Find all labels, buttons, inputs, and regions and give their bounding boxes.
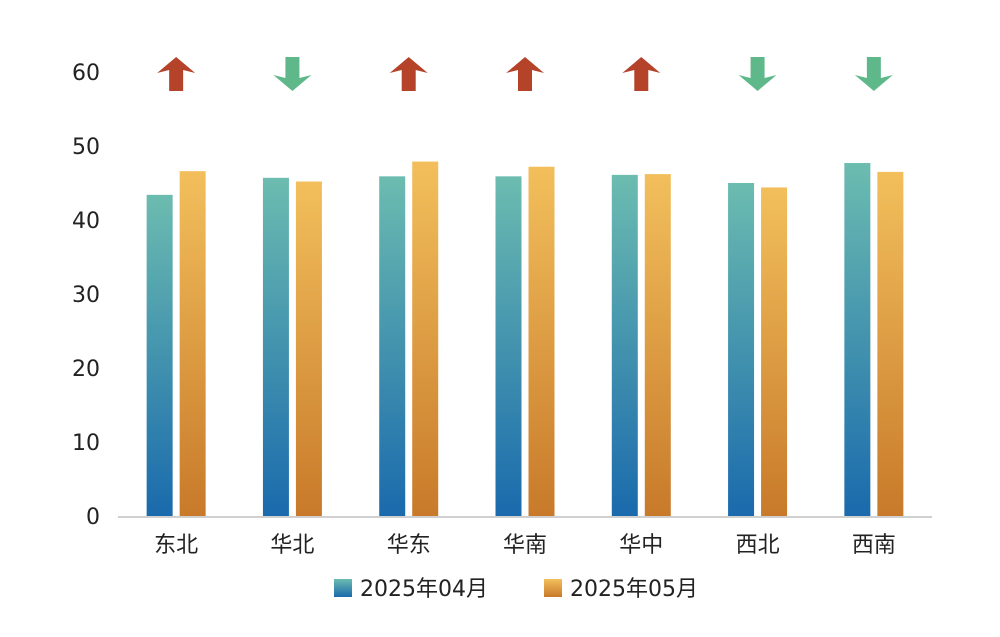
y-tick-label: 40 bbox=[72, 209, 100, 234]
bar-series-1 bbox=[379, 176, 406, 516]
x-category-label: 华东 bbox=[387, 533, 431, 558]
bars bbox=[146, 161, 904, 517]
bar-series-1 bbox=[728, 183, 755, 516]
x-axis-category-labels: 东北 华北 华东 华南 华中 西北 西南 bbox=[154, 533, 896, 558]
bar-series-2 bbox=[295, 181, 322, 516]
trend-up-arrow-icon bbox=[389, 57, 428, 91]
bar-series-2 bbox=[179, 171, 206, 516]
trend-up-arrow-icon bbox=[622, 57, 661, 91]
y-tick-label: 60 bbox=[72, 61, 100, 86]
x-category-label: 华南 bbox=[503, 533, 547, 558]
y-tick-label: 0 bbox=[86, 505, 100, 530]
legend-label-series-1: 2025年04月 bbox=[360, 577, 488, 602]
trend-up-arrow-icon bbox=[157, 57, 196, 91]
y-axis-tick-labels: 0 10 20 30 40 50 60 bbox=[72, 61, 100, 530]
bar-series-1 bbox=[844, 163, 871, 516]
bar-series-2 bbox=[644, 174, 671, 516]
legend-label-series-2: 2025年05月 bbox=[570, 577, 698, 602]
bar-series-2 bbox=[528, 166, 555, 516]
x-category-label: 华中 bbox=[619, 533, 663, 558]
trend-down-arrow-icon bbox=[273, 57, 312, 91]
bar-series-2 bbox=[761, 187, 788, 516]
x-category-label: 西北 bbox=[736, 533, 780, 558]
trend-down-arrow-icon bbox=[738, 57, 777, 91]
bar-series-1 bbox=[495, 176, 522, 516]
x-category-label: 西南 bbox=[852, 533, 896, 558]
bar-series-1 bbox=[146, 194, 173, 516]
trend-down-arrow-icon bbox=[854, 57, 893, 91]
trend-arrows bbox=[157, 57, 893, 91]
y-tick-label: 50 bbox=[72, 135, 100, 160]
bar-series-2 bbox=[877, 171, 904, 516]
y-tick-label: 20 bbox=[72, 357, 100, 382]
bar-series-1 bbox=[262, 177, 289, 516]
y-tick-label: 10 bbox=[72, 431, 100, 456]
x-category-label: 东北 bbox=[154, 533, 198, 558]
legend-swatch-series-1 bbox=[334, 579, 352, 597]
trend-up-arrow-icon bbox=[506, 57, 544, 91]
x-category-label: 华北 bbox=[270, 533, 314, 558]
legend-swatch-series-2 bbox=[544, 579, 562, 597]
bar-series-1 bbox=[611, 174, 638, 517]
legend: 2025年04月 2025年05月 bbox=[334, 577, 698, 602]
bar-series-2 bbox=[412, 161, 439, 517]
y-tick-label: 30 bbox=[72, 283, 100, 308]
